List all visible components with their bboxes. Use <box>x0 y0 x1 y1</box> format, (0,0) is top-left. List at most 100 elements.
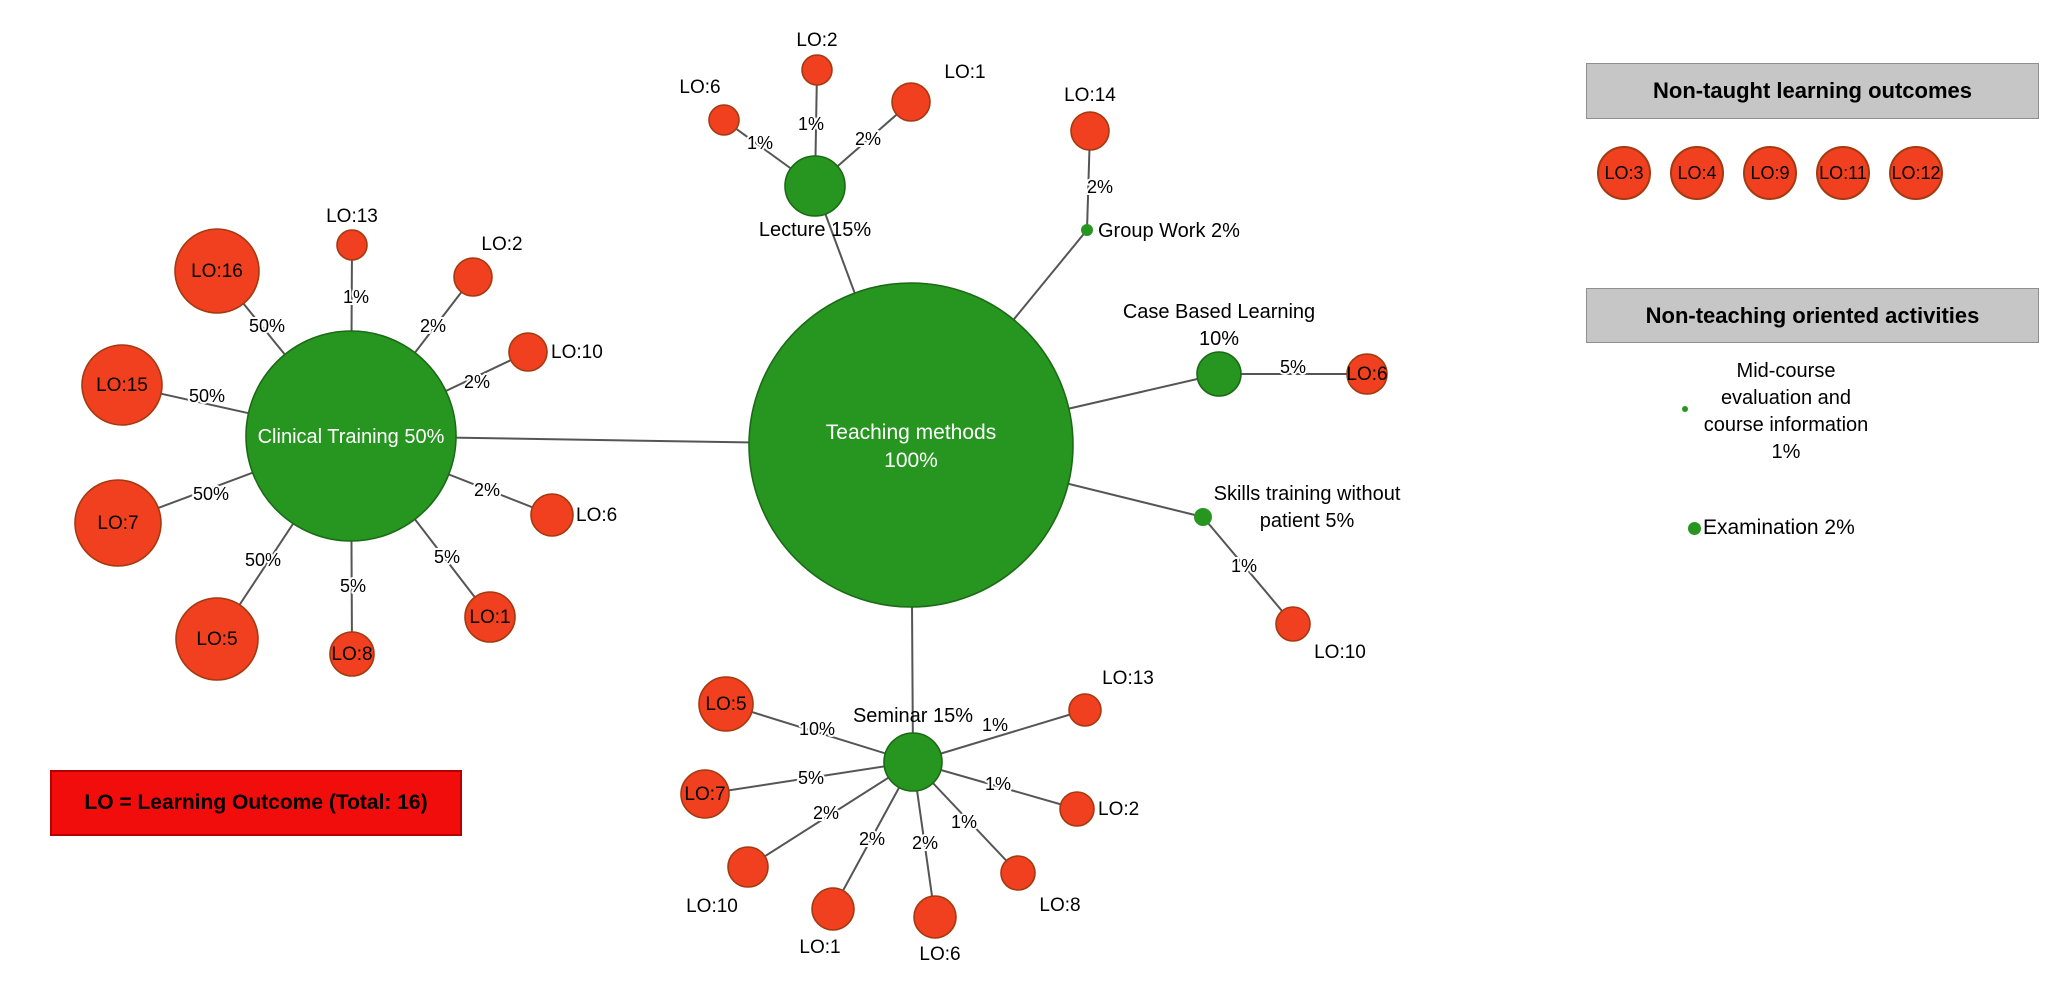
edge-weight-label: 2% <box>813 803 839 823</box>
edge-weight-label: 50% <box>245 550 281 570</box>
edge-weight-label: 2% <box>420 316 446 336</box>
label-se2: LO:2 <box>1098 799 1139 820</box>
label-c5: LO:5 <box>196 629 237 650</box>
node-c6 <box>530 493 574 537</box>
label-se13: LO:13 <box>1102 668 1154 689</box>
node-c7 <box>74 479 162 567</box>
edge-line <box>725 703 914 763</box>
legend-box: LO = Learning Outcome (Total: 16) <box>50 770 462 836</box>
label-c2: LO:2 <box>481 234 522 255</box>
edge-weight-label: 2% <box>855 129 881 149</box>
label-groupwork: Group Work 2% <box>1098 220 1240 242</box>
node-se7 <box>680 769 730 819</box>
label-lecture: Lecture 15% <box>759 219 872 241</box>
node-c10 <box>508 332 548 372</box>
edge-line <box>747 761 914 868</box>
label-clinical: Clinical Training 50% <box>258 426 445 448</box>
edge-weight-label: 50% <box>249 316 285 336</box>
non-taught-lo-list: LO:3 LO:4 LO:9 LO:11 LO:12 <box>1597 146 1943 200</box>
label-l2: LO:2 <box>796 30 837 51</box>
label-s10: LO:10 <box>1314 642 1366 663</box>
node-se8 <box>1000 855 1036 891</box>
midcourse-line-4: 1% <box>1771 441 1801 463</box>
edge-weight-label: 5% <box>1280 357 1306 377</box>
edge-weight-label: 2% <box>1087 177 1113 197</box>
node-c2 <box>453 257 493 297</box>
non-taught-lo-circle: LO:9 <box>1743 146 1797 200</box>
label-se10: LO:10 <box>686 896 738 917</box>
node-l1 <box>891 82 931 122</box>
edge-weight-label: 1% <box>798 114 824 134</box>
edge-weight-label: 5% <box>434 547 460 567</box>
node-seminar <box>883 732 943 792</box>
node-c1 <box>464 591 516 643</box>
node-se10 <box>727 846 769 888</box>
edge-weight-label: 2% <box>859 829 885 849</box>
label-c7: LO:7 <box>97 513 138 534</box>
midcourse-dot-icon <box>1682 406 1688 412</box>
label-se6: LO:6 <box>919 944 960 965</box>
node-l2 <box>801 54 833 86</box>
edge-weight-label: 2% <box>474 480 500 500</box>
non-taught-header: Non-taught learning outcomes <box>1586 63 2039 119</box>
examination-dot-icon <box>1688 521 1701 535</box>
node-se5 <box>698 676 754 732</box>
label-skills: Skills training without patient 5% <box>1214 483 1401 532</box>
edge-weight-label: 1% <box>951 812 977 832</box>
node-g14 <box>1070 111 1110 151</box>
label-g14: LO:14 <box>1064 85 1116 106</box>
edge-line <box>1202 516 1294 625</box>
label-cb6: LO:6 <box>1346 364 1387 385</box>
node-clinical <box>245 330 457 542</box>
label-c13: LO:13 <box>326 206 378 227</box>
node-cbl <box>1196 351 1242 397</box>
edge-weight-label: 1% <box>343 287 369 307</box>
label-c8: LO:8 <box>331 644 372 665</box>
label-teaching: Teaching methods 100% <box>826 421 996 472</box>
midcourse-line-1: Mid-course <box>1736 360 1836 382</box>
node-c16 <box>174 228 260 314</box>
node-se13 <box>1068 693 1102 727</box>
label-se5: LO:5 <box>705 694 746 715</box>
node-lecture <box>784 155 846 217</box>
node-s10 <box>1275 606 1311 642</box>
edge-weight-label: 2% <box>912 833 938 853</box>
midcourse-line-2: evaluation and <box>1720 387 1852 409</box>
label-c1: LO:1 <box>469 607 510 628</box>
edge-weight-label: 1% <box>982 715 1008 735</box>
edge-weight-label: 5% <box>798 768 824 788</box>
label-l6: LO:6 <box>679 77 720 98</box>
node-c8 <box>329 631 375 677</box>
node-c15 <box>81 344 163 426</box>
label-c6: LO:6 <box>576 505 617 526</box>
label-se8: LO:8 <box>1039 895 1080 916</box>
node-groupwork <box>1081 224 1093 236</box>
examination-label: Examination 2% <box>1703 516 1855 539</box>
label-c15: LO:15 <box>96 375 148 396</box>
label-c16: LO:16 <box>191 261 243 282</box>
edge-weight-label: 50% <box>193 484 229 504</box>
node-c5 <box>175 597 259 681</box>
edge-weight-label: 1% <box>985 774 1011 794</box>
non-taught-lo-circle: LO:11 <box>1816 146 1870 200</box>
node-l6 <box>708 104 740 136</box>
label-l1: LO:1 <box>944 62 985 83</box>
node-skills <box>1194 508 1212 526</box>
edge-weight-label: 5% <box>340 576 366 596</box>
node-cb6 <box>1346 353 1388 395</box>
edge-weight-label: 1% <box>1231 556 1257 576</box>
non-teaching-header: Non-teaching oriented activities <box>1586 288 2039 343</box>
label-cbl: Case Based Learning 10% <box>1123 301 1315 350</box>
label-se7: LO:7 <box>684 784 725 805</box>
node-teaching <box>748 282 1074 608</box>
non-taught-lo-circle: LO:12 <box>1889 146 1943 200</box>
edge-line <box>912 709 1086 763</box>
edge-weight-label: 1% <box>747 133 773 153</box>
non-taught-lo-circle: LO:3 <box>1597 146 1651 200</box>
edge-weight-label: 2% <box>464 372 490 392</box>
midcourse-label: Mid-course evaluation and course informa… <box>1646 358 1926 466</box>
edge-weight-label: 50% <box>189 386 225 406</box>
midcourse-line-3: course information <box>1703 414 1869 436</box>
